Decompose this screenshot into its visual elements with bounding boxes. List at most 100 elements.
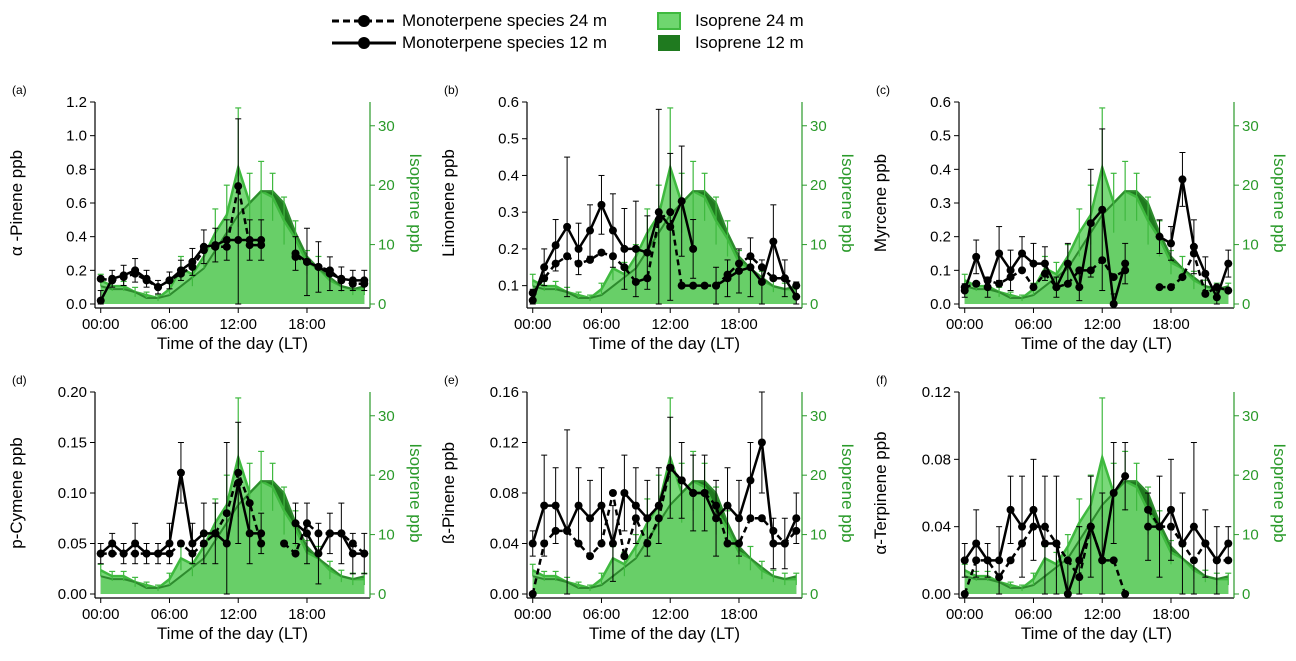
mono-12m-point [1052, 283, 1061, 292]
mono-24m-point [586, 552, 595, 561]
mono-12m-point [211, 529, 220, 538]
mono-12m-point [325, 269, 334, 278]
mono-12m-point [222, 236, 231, 245]
mono-12m-point [1212, 293, 1221, 302]
isoprene-24m-area [100, 457, 365, 594]
mono-12m-point [1121, 472, 1130, 481]
mono-24m-point [643, 539, 652, 548]
mono-12m-point [1189, 242, 1198, 251]
mono-12m-point [348, 549, 357, 558]
mono-12m-point [528, 296, 537, 305]
mono-24m-point [700, 281, 709, 290]
mono-12m-point [574, 501, 583, 510]
mono-24m-point [551, 526, 560, 535]
y2-tick-label: 30 [810, 118, 827, 135]
y-tick-label: 0.3 [498, 204, 519, 221]
y-tick-label: 0.00 [922, 586, 951, 603]
x-tick-label: 12:00 [1083, 606, 1121, 623]
mono-12m-point [302, 529, 311, 538]
mono-24m-point [631, 277, 640, 286]
isoprene-12m-line [532, 480, 797, 590]
mono-24m-point [677, 281, 686, 290]
y2-tick-label: 0 [1242, 296, 1250, 313]
legend-item-mono12: Monoterpene species 12 m [330, 32, 660, 54]
mono-12m-point [1178, 539, 1187, 548]
mono-12m-point [654, 208, 663, 217]
chart-panel-b: (b) 0.1 0.2 0.3 0.4 0.5 0.6 0 10 20 30 00:00 06:00 12… [432, 82, 862, 370]
mono-12m-point [360, 276, 369, 285]
mono-12m-point [1166, 505, 1175, 514]
y2-axis-label: Isoprene ppb [1270, 443, 1289, 542]
mono-12m-point [245, 529, 254, 538]
mono-24m-point [723, 539, 732, 548]
mono-24m-point [608, 252, 617, 261]
panel-label: (d) [12, 373, 27, 387]
x-tick-label: 06:00 [583, 316, 621, 333]
mono-12m-point [1075, 283, 1084, 292]
mono-12m-point [234, 478, 243, 487]
x-tick-label: 18:00 [1152, 316, 1190, 333]
chart-svg-c: (c) 0.0 0.1 0.2 0.3 0.4 0.5 0.6 0 10 20 30 00:00 06:0… [871, 83, 1289, 353]
mono-24m-point [1189, 556, 1198, 565]
mono-12m-point [677, 197, 686, 206]
y-tick-label: 0.5 [930, 128, 951, 145]
mono-12m-line [531, 442, 798, 549]
isoprene-24m-area [964, 167, 1229, 304]
mono-12m-point [1109, 489, 1118, 497]
y2-tick-label: 10 [810, 527, 827, 544]
y-axis-label: α -Pinene ppb [7, 150, 26, 256]
mono-12m-point [972, 539, 981, 548]
y-tick-label: 0.6 [66, 195, 87, 212]
mono-12m-point [142, 274, 151, 283]
x-tick-label: 18:00 [288, 316, 326, 333]
x-tick-label: 00:00 [514, 606, 552, 623]
chart-panel-c: (c) 0.0 0.1 0.2 0.3 0.4 0.5 0.6 0 10 20 30 00:00 06:0… [864, 82, 1294, 370]
mono-24m-point [302, 519, 311, 528]
mono-24m-point [746, 252, 755, 261]
y-tick-label: 0.2 [930, 229, 951, 246]
mono-12m-point [348, 276, 357, 285]
x-tick-label: 06:00 [583, 606, 621, 623]
y-axis-label: p-Cymene ppb [7, 437, 26, 549]
mono-12m-point [1224, 539, 1233, 548]
mono-24m-point [540, 539, 549, 548]
y-tick-label: 0.6 [498, 94, 519, 111]
mono-12m-point [96, 296, 105, 305]
y-axis-label: α-Terpinene ppb [871, 431, 890, 554]
mono-24m-point [348, 539, 357, 548]
mono-24m-point [574, 539, 583, 548]
y-tick-label: 0.00 [58, 586, 87, 603]
mono-12m-point [337, 274, 346, 283]
y2-tick-label: 10 [378, 527, 395, 544]
mono-12m-point [995, 249, 1004, 258]
mono-24m-point [234, 468, 243, 477]
mono-24m-point [1166, 283, 1175, 292]
mono-24m-point [1063, 556, 1072, 565]
mono-12m-point [631, 244, 640, 253]
mono-12m-point [257, 236, 266, 245]
chart-panel-f: (f) 0.00 0.04 0.08 0.12 0 10 20 30 00:00 06:00 12:0… [864, 372, 1294, 660]
mono-24m-point [769, 526, 778, 535]
mono-24m-point [222, 509, 231, 518]
x-tick-label: 00:00 [82, 316, 120, 333]
mono-12m-point [780, 539, 789, 548]
mono-12m-point [563, 526, 572, 535]
mono-12m-point [574, 244, 583, 253]
mono-24m-point [1029, 522, 1038, 531]
mono-12m-point [302, 257, 311, 266]
isoprene-24m-area [964, 457, 1229, 594]
panel-label: (e) [444, 373, 459, 387]
mono-12m-point [1155, 522, 1164, 531]
mono-12m-point [723, 501, 732, 510]
mono-24m-point [1098, 256, 1107, 265]
x-tick-label: 06:00 [1015, 606, 1053, 623]
chart-svg-d: (d) 0.00 0.05 0.10 0.15 0.20 0 10 20 30 00:00 06:00… [7, 373, 425, 643]
mono-12m-point [700, 489, 709, 497]
isoprene-24m-area [532, 167, 797, 304]
y-tick-label: 0.4 [930, 161, 951, 178]
mono-12m-point [769, 237, 778, 246]
mono-24m-point [1063, 279, 1072, 288]
y-tick-label: 1.0 [66, 128, 87, 145]
mono-24m-point [540, 274, 549, 283]
legend-label-mono12: Monoterpene species 12 m [402, 33, 608, 52]
